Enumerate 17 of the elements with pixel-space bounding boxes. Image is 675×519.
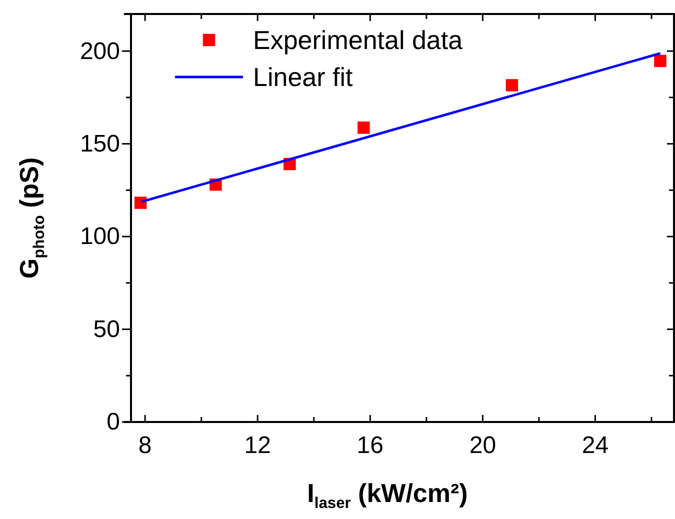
legend-label: Experimental data	[253, 25, 464, 55]
x-tick-label: 16	[356, 432, 384, 460]
point	[654, 54, 666, 68]
y-tick-label: 200	[80, 38, 120, 65]
y-tick-label: 0	[106, 408, 120, 436]
y-tick-label: 100	[80, 223, 120, 250]
point	[134, 196, 147, 209]
legend-label: Linear fit	[253, 62, 354, 92]
x-tick-label: 12	[244, 432, 271, 460]
y-tick-label: 150	[80, 130, 120, 158]
x-tick-label: 20	[469, 432, 496, 460]
x-tick-label: 24	[582, 432, 609, 460]
y-tick-label: 50	[93, 316, 120, 343]
point	[358, 122, 370, 134]
x-axis-title: I$_{laser}$ (kW/cm²)	[307, 478, 468, 512]
point	[506, 79, 518, 92]
x-tick-label: 8	[138, 432, 152, 460]
